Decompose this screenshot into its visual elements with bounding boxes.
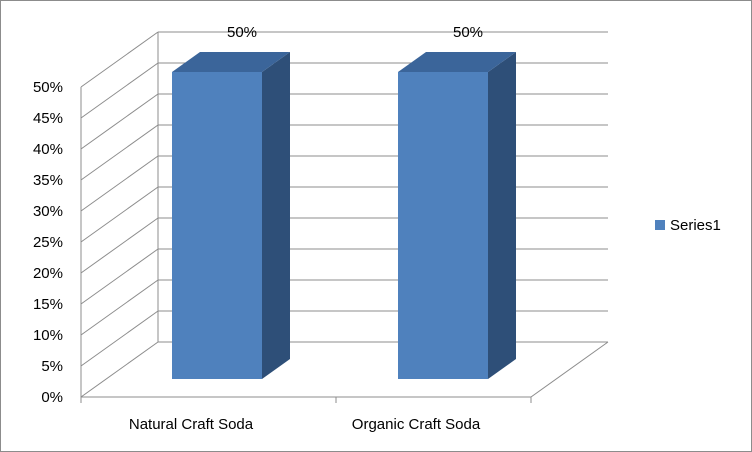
gridlines bbox=[80, 31, 608, 367]
bar bbox=[172, 72, 262, 379]
floor-left-edge bbox=[80, 341, 159, 398]
floor-right-edge bbox=[530, 341, 609, 398]
legend-swatch bbox=[655, 220, 665, 230]
gridline-left-wall bbox=[80, 217, 159, 274]
gridline-left-wall bbox=[80, 31, 159, 88]
category-label: Natural Craft Soda bbox=[129, 416, 254, 433]
gridline-left-wall bbox=[80, 279, 159, 336]
gridline-left-wall bbox=[80, 155, 159, 212]
bar-top bbox=[172, 52, 290, 72]
data-labels: 50% 50% bbox=[227, 24, 483, 41]
y-tick-label: 35% bbox=[33, 172, 63, 189]
bar-side bbox=[488, 52, 516, 379]
bar-top bbox=[398, 52, 516, 72]
y-tick-labels: 0% 5% 10% 15% 20% 25% 30% 35% 40% 45% 50% bbox=[33, 79, 63, 406]
data-label: 50% bbox=[227, 24, 257, 41]
y-tick-label: 20% bbox=[33, 265, 63, 282]
legend-label: Series1 bbox=[670, 217, 721, 234]
category-labels: Natural Craft Soda Organic Craft Soda bbox=[129, 416, 481, 433]
y-tick-label: 40% bbox=[33, 141, 63, 158]
gridline-left-wall bbox=[80, 124, 159, 181]
category-label: Organic Craft Soda bbox=[352, 416, 481, 433]
gridline-left-wall bbox=[80, 62, 159, 119]
gridline-left-wall bbox=[80, 310, 159, 367]
bar bbox=[398, 72, 488, 379]
legend: Series1 bbox=[655, 217, 721, 234]
gridline-left-wall bbox=[80, 248, 159, 305]
y-tick-label: 10% bbox=[33, 327, 63, 344]
y-tick-label: 0% bbox=[41, 389, 63, 406]
y-tick-label: 5% bbox=[41, 358, 63, 375]
y-tick-label: 25% bbox=[33, 234, 63, 251]
gridline-left-wall bbox=[80, 186, 159, 243]
y-tick-label: 15% bbox=[33, 296, 63, 313]
bar-side bbox=[262, 52, 290, 379]
data-label: 50% bbox=[453, 24, 483, 41]
bars bbox=[172, 52, 516, 379]
y-tick-label: 30% bbox=[33, 203, 63, 220]
y-tick-label: 50% bbox=[33, 79, 63, 96]
y-tick-label: 45% bbox=[33, 110, 63, 127]
gridline-left-wall bbox=[80, 93, 159, 150]
